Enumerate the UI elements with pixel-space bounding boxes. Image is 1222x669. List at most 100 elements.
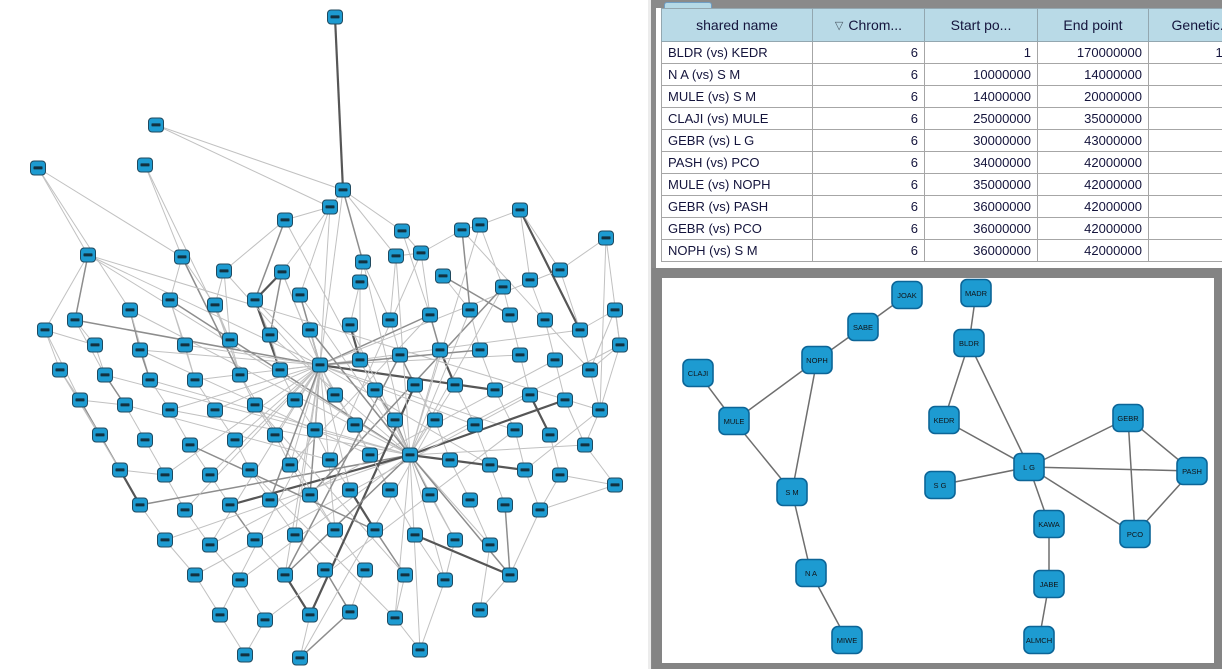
cell-value[interactable]: 6 (812, 217, 925, 240)
network-node[interactable] (117, 397, 133, 413)
network-node[interactable] (347, 417, 363, 433)
network-node[interactable] (607, 302, 623, 318)
network-node[interactable] (132, 342, 148, 358)
network-node[interactable] (355, 254, 371, 270)
network-node[interactable] (598, 230, 614, 246)
cell-value[interactable]: 6 (812, 41, 925, 64)
network-node[interactable] (487, 382, 503, 398)
network-node[interactable] (517, 462, 533, 478)
network-node[interactable] (132, 497, 148, 513)
cell-shared-name[interactable]: GEBR (vs) PCO (661, 217, 813, 240)
network-node-jabe[interactable]: JABE (1033, 569, 1065, 599)
network-node[interactable] (422, 487, 438, 503)
network-node[interactable] (427, 412, 443, 428)
network-node[interactable] (388, 248, 404, 264)
network-node[interactable] (207, 402, 223, 418)
network-node[interactable] (497, 497, 513, 513)
main-network-view[interactable] (0, 0, 648, 669)
network-node[interactable] (495, 279, 511, 295)
network-node[interactable] (174, 249, 190, 265)
network-node[interactable] (592, 402, 608, 418)
network-node[interactable] (467, 417, 483, 433)
network-node-bldr[interactable]: BLDR (953, 328, 985, 358)
network-node[interactable] (162, 292, 178, 308)
network-node[interactable] (437, 572, 453, 588)
network-node[interactable] (362, 447, 378, 463)
network-node[interactable] (142, 372, 158, 388)
network-node[interactable] (272, 362, 288, 378)
cell-value[interactable]: 10.5 (1148, 173, 1222, 196)
table-row[interactable]: GEBR (vs) PASH636000000420000008.9 (661, 195, 1222, 218)
network-node[interactable] (237, 647, 253, 663)
network-node[interactable] (382, 312, 398, 328)
network-node-madr[interactable]: MADR (960, 278, 992, 308)
network-node[interactable] (342, 317, 358, 333)
network-node-joak[interactable]: JOAK (891, 280, 923, 310)
network-node[interactable] (462, 492, 478, 508)
network-node[interactable] (232, 572, 248, 588)
cell-shared-name[interactable]: GEBR (vs) L G (661, 129, 813, 152)
network-node-noph[interactable]: NOPH (801, 345, 833, 375)
network-node[interactable] (482, 537, 498, 553)
network-node[interactable] (387, 610, 403, 626)
network-node[interactable] (582, 362, 598, 378)
network-node[interactable] (572, 322, 588, 338)
network-node[interactable] (262, 492, 278, 508)
network-node-kawa[interactable]: KAWA (1033, 509, 1065, 539)
network-node[interactable] (247, 397, 263, 413)
cell-shared-name[interactable]: NOPH (vs) S M (661, 239, 813, 262)
network-node-gebr[interactable]: GEBR (1112, 403, 1144, 433)
network-node[interactable] (462, 302, 478, 318)
network-node[interactable] (202, 467, 218, 483)
cell-value[interactable]: 43000000 (1037, 129, 1149, 152)
cell-value[interactable]: 6 (812, 129, 925, 152)
cell-value[interactable]: 42000000 (1037, 151, 1149, 174)
network-node[interactable] (522, 387, 538, 403)
network-node[interactable] (317, 562, 333, 578)
cell-value[interactable]: 6 (812, 195, 925, 218)
network-node[interactable] (612, 337, 628, 353)
network-node[interactable] (202, 537, 218, 553)
network-node[interactable] (137, 432, 153, 448)
network-node-pash[interactable]: PASH (1176, 456, 1208, 486)
network-node[interactable] (447, 377, 463, 393)
filter-icon[interactable]: ▽ (834, 20, 844, 32)
network-node[interactable] (557, 392, 573, 408)
network-node[interactable] (394, 223, 410, 239)
network-node[interactable] (607, 477, 623, 493)
network-node[interactable] (187, 372, 203, 388)
network-node[interactable] (472, 602, 488, 618)
cell-value[interactable]: 6 (812, 85, 925, 108)
network-node[interactable] (352, 274, 368, 290)
network-node-kedr[interactable]: KEDR (928, 405, 960, 435)
network-node[interactable] (422, 307, 438, 323)
network-node[interactable] (97, 367, 113, 383)
network-node[interactable] (277, 212, 293, 228)
network-node[interactable] (257, 612, 273, 628)
network-node[interactable] (157, 532, 173, 548)
network-node[interactable] (287, 392, 303, 408)
cell-value[interactable]: 34000000 (924, 151, 1038, 174)
network-node[interactable] (302, 322, 318, 338)
cell-value[interactable]: 11.4 (1148, 151, 1222, 174)
table-row[interactable]: NOPH (vs) S M636000000420000009.9 (661, 239, 1222, 262)
network-node-pco[interactable]: PCO (1119, 519, 1151, 549)
network-node[interactable] (577, 437, 593, 453)
network-node[interactable] (148, 117, 164, 133)
network-node[interactable] (182, 437, 198, 453)
network-node[interactable] (37, 322, 53, 338)
network-node[interactable] (507, 422, 523, 438)
network-node[interactable] (157, 467, 173, 483)
table-row[interactable]: MULE (vs) S M614000000200000007.5 (661, 85, 1222, 108)
table-row[interactable]: CLAJI (vs) MULE625000000350000005.9 (661, 107, 1222, 130)
network-node[interactable] (472, 217, 488, 233)
network-node[interactable] (542, 427, 558, 443)
cell-shared-name[interactable]: MULE (vs) NOPH (661, 173, 813, 196)
cell-value[interactable]: 14000000 (1037, 63, 1149, 86)
cell-shared-name[interactable]: GEBR (vs) PASH (661, 195, 813, 218)
cell-shared-name[interactable]: BLDR (vs) KEDR (661, 41, 813, 64)
cell-value[interactable]: 36000000 (924, 239, 1038, 262)
table-row[interactable]: N A (vs) S M610000000140000006.6 (661, 63, 1222, 86)
cell-value[interactable]: 42000000 (1037, 195, 1149, 218)
subnetwork-view[interactable]: JOAK SABE NOPH CLAJI MULE S M N A MIWE MADR BLDR K… (662, 278, 1214, 663)
